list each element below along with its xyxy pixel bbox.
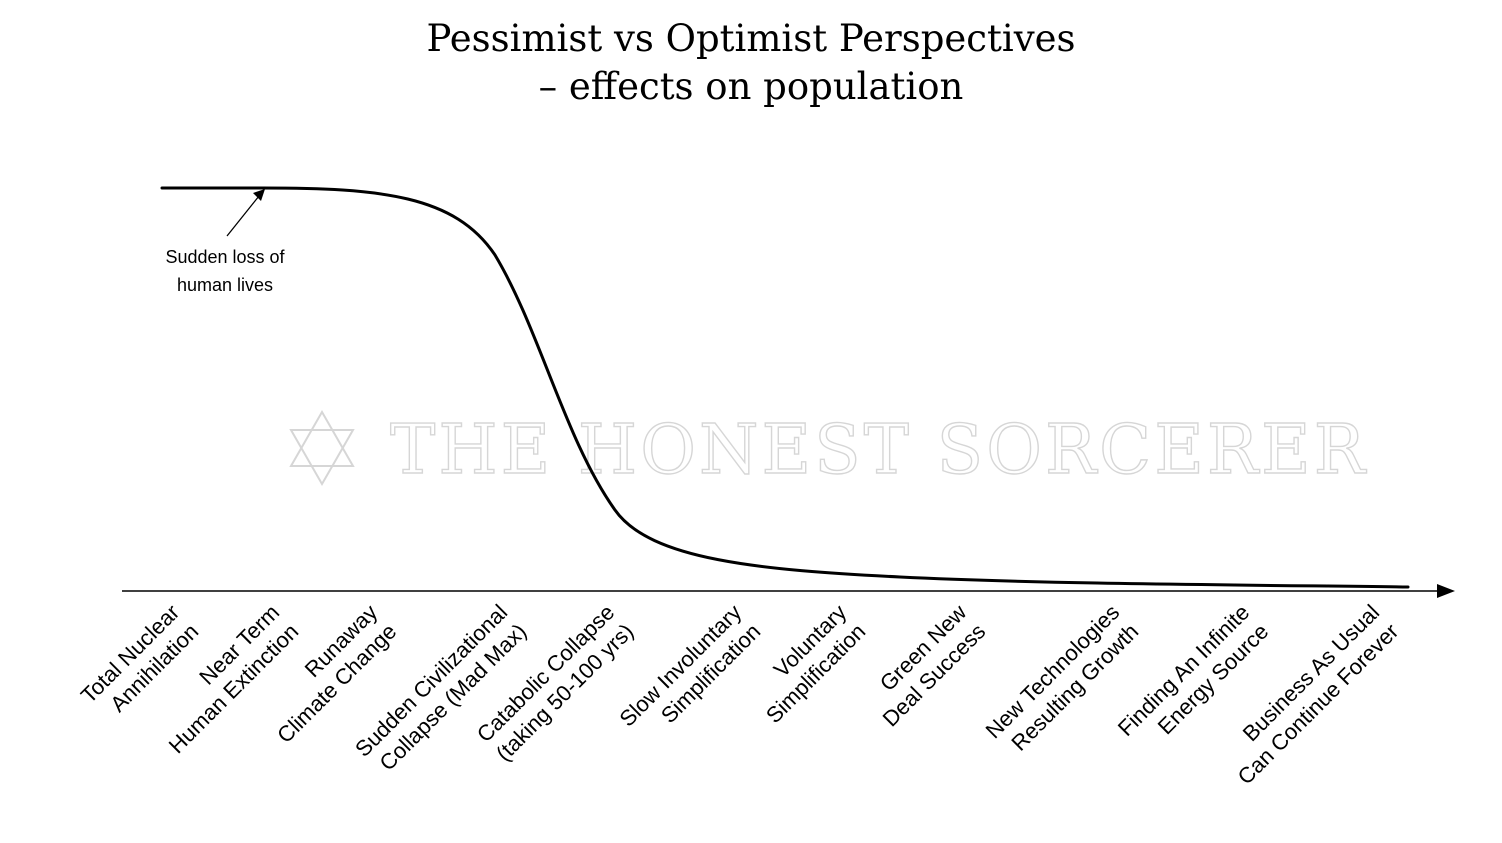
annotation-arrow bbox=[226, 189, 265, 237]
annotation-line-2: human lives bbox=[177, 275, 273, 295]
title-line-1: Pessimist vs Optimist Perspectives bbox=[427, 17, 1076, 60]
title-line-2: – effects on population bbox=[539, 65, 964, 108]
population-curve bbox=[160, 186, 1410, 589]
watermark: THE HONEST SORCERER bbox=[289, 409, 1368, 491]
annotation-line-1: Sudden loss of bbox=[165, 247, 285, 267]
star-of-david-icon bbox=[289, 409, 355, 487]
x-axis-arrowhead bbox=[1437, 584, 1455, 598]
watermark-text: THE HONEST SORCERER bbox=[390, 411, 1368, 490]
